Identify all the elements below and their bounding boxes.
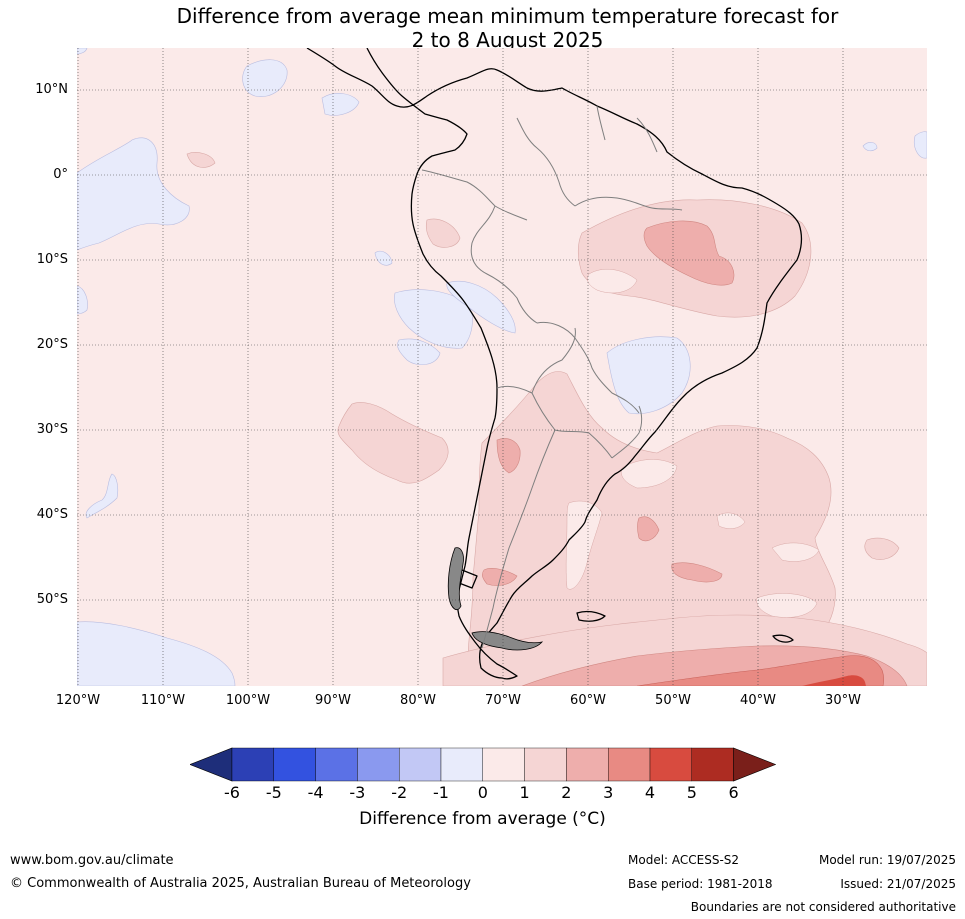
lon-label-40w: 40°W xyxy=(740,693,776,708)
negative-anomaly-areas xyxy=(77,48,927,686)
colorbar-cell xyxy=(649,747,692,782)
map-title: Difference from average mean minimum tem… xyxy=(0,4,965,52)
colorbar-tick-label: 0 xyxy=(477,783,488,802)
model-run-date: Model run: 19/07/2025 xyxy=(818,853,956,867)
positive-anomaly-3-4-areas xyxy=(636,655,884,686)
positive-anomaly-4-5-areas xyxy=(802,675,866,686)
colorbar-tick-label: -3 xyxy=(349,783,366,802)
lat-label-30s: 30°S xyxy=(36,422,68,437)
boundaries-disclaimer: Boundaries are not considered authoritat… xyxy=(690,900,956,914)
colorbar-cell xyxy=(273,747,316,782)
lat-label-10s: 10°S xyxy=(36,252,68,267)
lon-label-100w: 100°W xyxy=(225,693,271,708)
colorbar-tick-label: -4 xyxy=(307,783,324,802)
colorbar-cell xyxy=(566,747,609,782)
lat-label-50s: 50°S xyxy=(36,592,68,607)
title-line-1: Difference from average mean minimum tem… xyxy=(176,4,839,28)
colorbar xyxy=(190,747,776,782)
lon-label-60w: 60°W xyxy=(570,693,606,708)
colorbar-extend-low xyxy=(190,747,233,782)
model-name: Model: ACCESS-S2 xyxy=(628,853,740,867)
lon-label-50w: 50°W xyxy=(655,693,691,708)
forecast-map xyxy=(77,48,927,686)
issued-date: Issued: 21/07/2025 xyxy=(840,877,956,891)
colorbar-tick-label: 2 xyxy=(561,783,572,802)
lon-label-110w: 110°W xyxy=(140,693,186,708)
lon-label-120w: 120°W xyxy=(55,693,101,708)
lon-label-70w: 70°W xyxy=(485,693,521,708)
colorbar-tick-label: 6 xyxy=(728,783,739,802)
lat-label-40s: 40°S xyxy=(36,507,68,522)
website-link[interactable]: www.bom.gov.au/climate xyxy=(10,853,174,868)
lon-label-90w: 90°W xyxy=(315,693,351,708)
colorbar-cell xyxy=(482,747,525,782)
southern-islands xyxy=(447,547,544,651)
lat-label-0: 0° xyxy=(53,167,68,182)
colorbar-tick-label: -1 xyxy=(433,783,449,802)
colorbar-tick-label: 5 xyxy=(686,783,697,802)
lon-label-30w: 30°W xyxy=(825,693,861,708)
colorbar-cell xyxy=(691,747,734,782)
colorbar-cell xyxy=(440,747,483,782)
copyright-text: © Commonwealth of Australia 2025, Austra… xyxy=(10,876,471,891)
neutral-holes xyxy=(565,268,820,618)
lat-label-20s: 20°S xyxy=(36,337,68,352)
colorbar-cell xyxy=(315,747,358,782)
colorbar-cell xyxy=(608,747,651,782)
colorbar-cells xyxy=(190,747,776,782)
colorbar-cell xyxy=(231,747,274,782)
colorbar-tick-label: 4 xyxy=(644,783,656,802)
colorbar-tick-label: -2 xyxy=(391,783,408,802)
colorbar-tick-label: 1 xyxy=(519,783,530,802)
lat-label-10n: 10°N xyxy=(35,82,68,97)
lon-label-80w: 80°W xyxy=(400,693,436,708)
colorbar-tick-label: -5 xyxy=(265,783,282,802)
base-period: Base period: 1981-2018 xyxy=(628,877,773,891)
colorbar-label: Difference from average (°C) xyxy=(359,809,606,829)
colorbar-tick-label: -6 xyxy=(224,783,240,802)
country-borders xyxy=(421,105,683,649)
colorbar-cell xyxy=(357,747,400,782)
graticule xyxy=(77,48,927,686)
colorbar-cell xyxy=(524,747,567,782)
colorbar-cell xyxy=(398,747,442,782)
colorbar-extend-high xyxy=(733,747,776,782)
colorbar-tick-label: 3 xyxy=(603,783,614,802)
